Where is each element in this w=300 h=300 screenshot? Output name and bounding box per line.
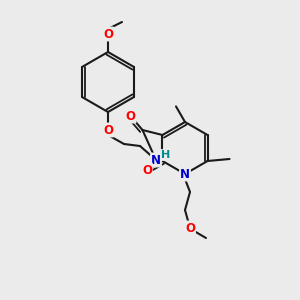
Text: O: O bbox=[185, 221, 195, 235]
Text: H: H bbox=[161, 150, 171, 160]
Text: O: O bbox=[142, 164, 152, 176]
Text: N: N bbox=[180, 167, 190, 181]
Text: O: O bbox=[103, 28, 113, 40]
Text: O: O bbox=[125, 110, 136, 122]
Text: N: N bbox=[151, 154, 161, 166]
Text: O: O bbox=[103, 124, 113, 136]
